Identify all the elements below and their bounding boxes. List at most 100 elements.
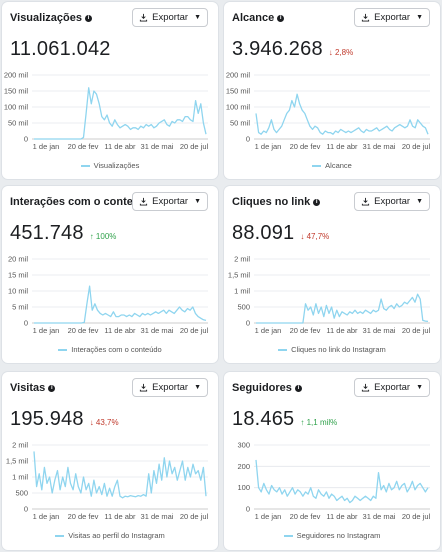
y-tick-label: 100 mil [4, 103, 29, 112]
export-button[interactable]: Exportar ▼ [132, 192, 208, 211]
series-line [255, 93, 429, 135]
chart-cliques-no-link: 0 500 1 mil 1,5 mil 2 mil 1 de jan 20 de fev 11… [228, 255, 431, 336]
metric-change: ↓ 2,8% [328, 48, 354, 57]
export-button[interactable]: Exportar ▼ [354, 8, 430, 27]
legend-label: Visitas ao perfil do Instagram [68, 531, 165, 540]
x-tick-label: 31 de mai [141, 142, 174, 151]
info-icon[interactable]: i [294, 384, 302, 392]
card-seguidores: Seguidores i Exportar ▼ 18.465 ↑ 1,1 mil% 0 100… [224, 372, 440, 550]
card-title: Alcance i [232, 12, 285, 24]
legend-swatch [55, 534, 65, 537]
x-tick-label: 1 de jan [255, 142, 282, 151]
legend: Interações com o conteúdo [2, 345, 218, 354]
metric: 451.748 ↑ 100% [10, 222, 116, 245]
y-tick-label: 2 mil [234, 255, 250, 264]
legend: Visualizações [2, 161, 218, 170]
y-tick-label: 10 mil [8, 287, 28, 296]
x-tick-label: 20 de fev [290, 142, 321, 151]
info-icon[interactable]: i [84, 14, 92, 22]
metric-value: 3.946.268 [232, 38, 323, 60]
metric: 3.946.268 ↓ 2,8% [232, 38, 353, 61]
series-line [256, 293, 429, 324]
x-tick-label: 20 de fev [290, 512, 321, 521]
card-title: Visualizações i [10, 12, 92, 24]
x-tick-label: 20 de fev [68, 326, 99, 335]
chart-alcance: 0 50 mil 100 mil 150 mil 200 mil 1 de jan 20 d… [226, 71, 431, 152]
card-title: Seguidores i [232, 382, 302, 394]
y-tick-label: 5 mil [12, 303, 28, 312]
y-tick-label: 1 mil [12, 473, 28, 482]
info-icon[interactable]: i [277, 14, 285, 22]
y-tick-label: 0 [246, 505, 250, 514]
export-label: Exportar [374, 12, 411, 23]
x-tick-label: 1 de jan [33, 512, 60, 521]
legend: Alcance [224, 161, 440, 170]
caret-down-icon: ▼ [416, 14, 423, 21]
metric-value: 195.948 [10, 408, 84, 430]
card-visitas: Visitas i Exportar ▼ 195.948 ↓ 43,7% 0 500 1 mil… [2, 372, 218, 550]
y-tick-label: 0 [246, 135, 250, 144]
export-button[interactable]: Exportar ▼ [132, 8, 208, 27]
y-tick-label: 100 [237, 483, 250, 492]
metric-change: ↓ 47,7% [300, 232, 330, 241]
x-tick-label: 20 de jul [402, 142, 431, 151]
chart-interacoes: 0 5 mil 10 mil 15 mil 20 mil 1 de jan 20 de fe… [8, 255, 209, 336]
legend-swatch [283, 534, 293, 537]
legend-swatch [80, 164, 90, 167]
x-tick-label: 20 de jul [180, 142, 209, 151]
x-tick-label: 1 de jan [33, 326, 60, 335]
legend-label: Alcance [325, 161, 352, 170]
y-tick-label: 0 [24, 319, 28, 328]
y-tick-label: 1,5 mil [228, 271, 250, 280]
legend-swatch [312, 164, 322, 167]
info-icon[interactable]: i [48, 384, 56, 392]
x-tick-label: 11 de abr [326, 326, 358, 335]
legend-swatch [58, 348, 68, 351]
x-tick-label: 11 de abr [104, 326, 136, 335]
y-tick-label: 200 mil [4, 71, 29, 80]
caret-down-icon: ▼ [194, 14, 201, 21]
x-tick-label: 31 de mai [363, 142, 396, 151]
caret-down-icon: ▼ [416, 198, 423, 205]
legend-label: Interações com o conteúdo [71, 345, 162, 354]
y-tick-label: 0 [24, 135, 28, 144]
y-tick-label: 300 [237, 441, 250, 450]
export-label: Exportar [152, 382, 189, 393]
x-tick-label: 20 de jul [180, 512, 209, 521]
y-tick-label: 2 mil [12, 441, 28, 450]
card-alcance: Alcance i Exportar ▼ 3.946.268 ↓ 2,8% 0 50 mil 1… [224, 2, 440, 179]
card-title-text: Seguidores [232, 382, 292, 394]
export-button[interactable]: Exportar ▼ [132, 378, 208, 397]
caret-down-icon: ▼ [194, 198, 201, 205]
x-tick-label: 1 de jan [255, 326, 282, 335]
x-tick-label: 31 de mai [141, 326, 174, 335]
legend-swatch [278, 348, 288, 351]
info-icon[interactable]: i [313, 198, 321, 206]
y-tick-label: 50 mil [230, 119, 250, 128]
y-tick-label: 500 [237, 303, 250, 312]
card-visualizacoes: Visualizações i Exportar ▼ 11.061.042 0 50 mil… [2, 2, 218, 179]
caret-down-icon: ▼ [416, 384, 423, 391]
metric-value: 18.465 [232, 408, 295, 430]
card-title-text: Interações com o conteúdo [10, 196, 154, 208]
metric: 195.948 ↓ 43,7% [10, 408, 119, 431]
metric-change: ↑ 1,1 mil% [300, 418, 338, 427]
x-tick-label: 20 de jul [180, 326, 209, 335]
export-button[interactable]: Exportar ▼ [354, 378, 430, 397]
export-label: Exportar [374, 196, 411, 207]
x-tick-label: 31 de mai [141, 512, 174, 521]
export-label: Exportar [374, 382, 411, 393]
y-tick-label: 50 mil [8, 119, 28, 128]
x-tick-label: 20 de fev [68, 142, 99, 151]
card-interacoes: Interações com o conteúdoiExportar▼451.7… [2, 186, 218, 363]
x-tick-label: 11 de abr [104, 512, 136, 521]
export-button[interactable]: Exportar ▼ [354, 192, 430, 211]
y-tick-label: 150 mil [4, 87, 29, 96]
metric-value: 88.091 [232, 222, 295, 244]
y-tick-label: 15 mil [8, 271, 28, 280]
export-label: Exportar [152, 196, 189, 207]
x-tick-label: 1 de jan [255, 512, 282, 521]
export-label: Exportar [152, 12, 189, 23]
metric-change: ↑ 100% [89, 232, 117, 241]
